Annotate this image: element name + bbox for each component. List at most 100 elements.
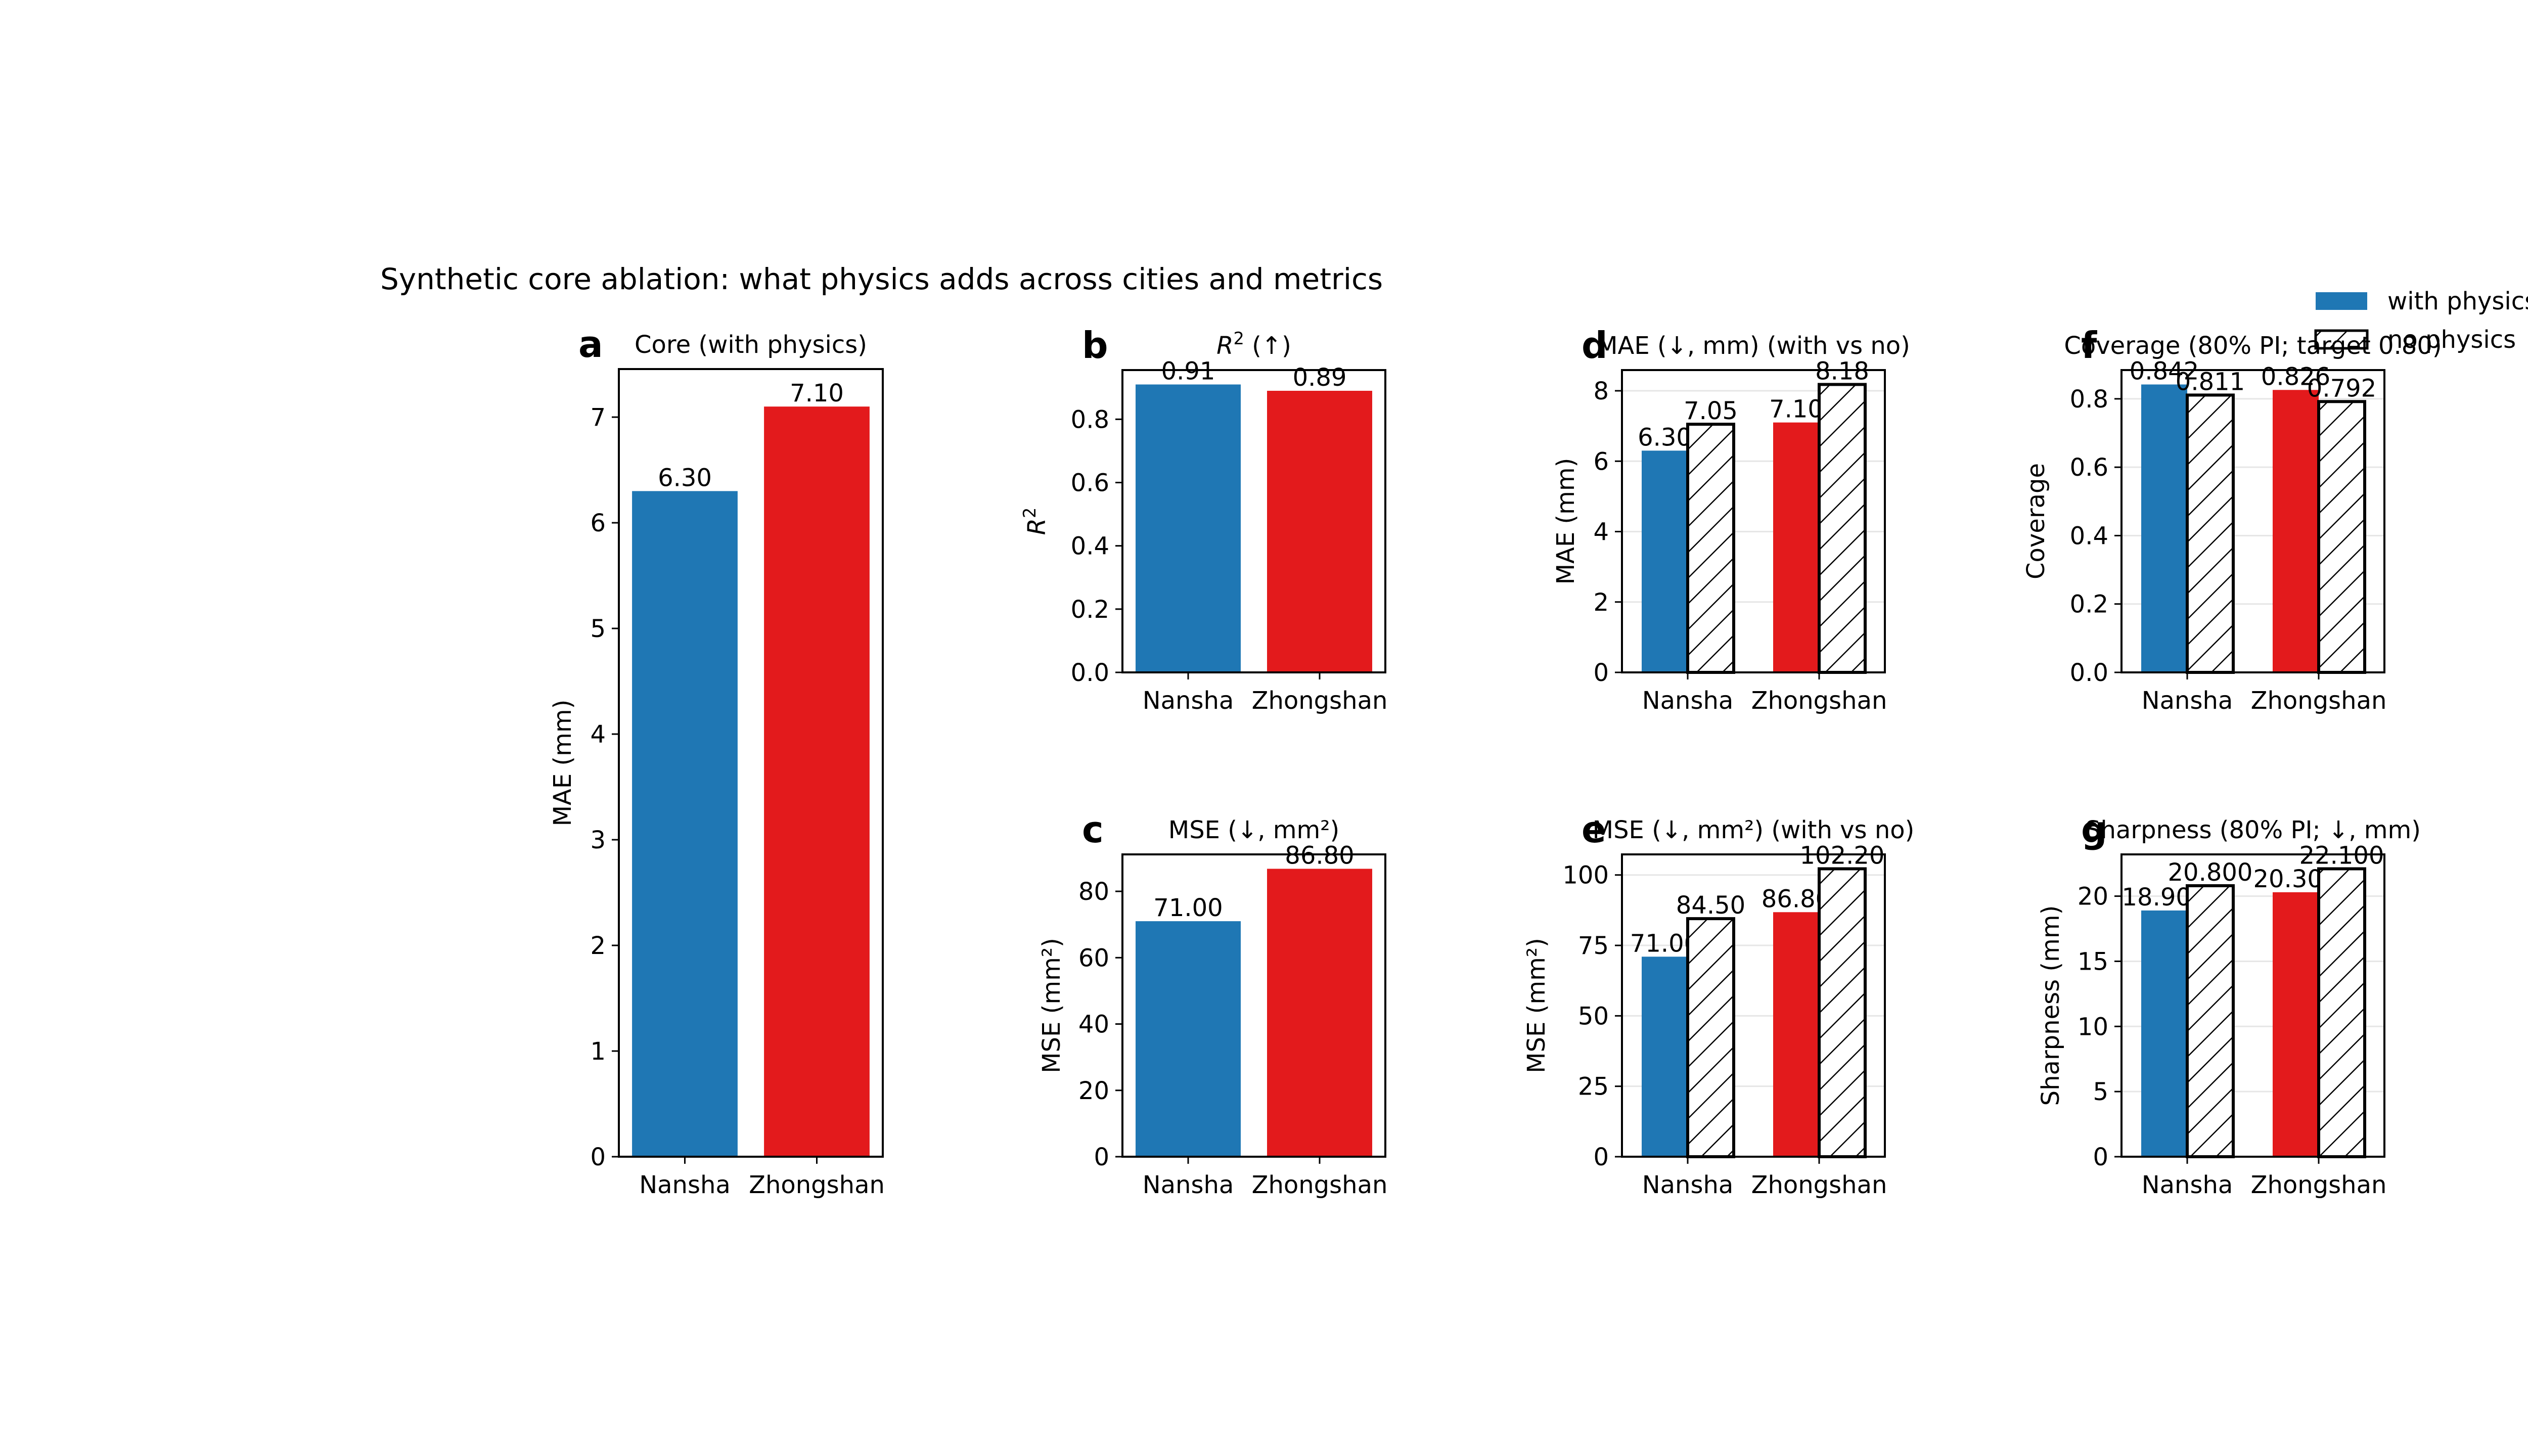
y-tick-label: 0 — [1593, 1143, 1609, 1171]
bar-zhongshan-with-physics — [1267, 869, 1372, 1157]
y-tick-label: 7 — [590, 403, 606, 432]
panel-label: e — [1582, 808, 1606, 851]
x-tick-label: Zhongshan — [1751, 1171, 1887, 1199]
x-tick-label: Zhongshan — [1751, 687, 1887, 715]
panel-label: a — [578, 323, 603, 366]
panel-label: f — [2081, 324, 2097, 367]
y-tick-label: 0 — [590, 1143, 606, 1171]
bar-nansha-with-physics — [2141, 910, 2187, 1157]
y-tick-label: 0.4 — [2070, 522, 2108, 550]
y-tick-label: 80 — [1078, 878, 1109, 906]
panel-c: 71.00 86.80 0 20 40 60 80 Nansha Zhongshan MSE (m… — [1037, 808, 1387, 1199]
x-tick-label: Nansha — [2142, 687, 2233, 715]
x-tick-label: Nansha — [1642, 1171, 1734, 1199]
y-axis-label: MSE (mm²) — [1037, 938, 1066, 1073]
axes-frame — [1121, 369, 1386, 673]
y-tick-label: 4 — [1593, 518, 1609, 547]
bar-value-label: 6.30 — [1638, 423, 1692, 451]
bar-value-label: 7.10 — [790, 379, 844, 407]
y-tick-label: 0.2 — [2070, 590, 2108, 619]
bar-zhongshan-with-physics — [2273, 390, 2319, 672]
panel-title: Sharpness (80% PI; ↓, mm) — [2085, 816, 2421, 844]
y-tick-label: 75 — [1578, 932, 1609, 960]
bar-value-label: 22.100 — [2299, 841, 2384, 870]
y-tick-label: 25 — [1578, 1073, 1609, 1101]
panel-title: MAE (↓, mm) (with vs no) — [1597, 332, 1910, 360]
bar-value-label: 0.89 — [1293, 363, 1347, 392]
bar-nansha-no-physics — [2186, 393, 2235, 674]
y-tick-label: 0.8 — [1071, 405, 1109, 434]
panel-a: 6.30 7.10 0 1 2 3 4 5 6 7 Nansha Zhongshan MAE (mm) C… — [549, 323, 885, 1199]
y-tick-label: 5 — [590, 615, 606, 643]
y-tick-label: 0.6 — [1071, 469, 1109, 497]
bar-zhongshan-no-physics — [1818, 867, 1867, 1158]
y-tick-label: 40 — [1078, 1011, 1109, 1039]
x-tick-label: Nansha — [1143, 1171, 1234, 1199]
y-tick-label: 0.4 — [1071, 532, 1109, 561]
panel-title: R2 (↑) — [1216, 329, 1291, 360]
bar-zhongshan-with-physics — [1267, 390, 1372, 672]
figure-title: Synthetic core ablation: what physics ad… — [380, 262, 1383, 296]
y-axis-label: MSE (mm²) — [1522, 938, 1551, 1073]
panel-title: MSE (↓, mm²) (with vs no) — [1593, 816, 1915, 844]
bar-nansha-no-physics — [1686, 917, 1735, 1159]
panel-label: g — [2081, 808, 2107, 851]
y-tick-label: 2 — [1593, 588, 1609, 617]
axes-frame — [1621, 853, 1886, 1158]
y-axis-label: MAE (mm) — [549, 700, 577, 827]
x-tick-label: Zhongshan — [1252, 1171, 1388, 1199]
legend-label-with-physics: with physics — [2387, 287, 2528, 315]
legend-swatch-with-physics — [2316, 292, 2367, 310]
bar-value-label: 0.826 — [2261, 362, 2330, 391]
bar-value-label: 0.91 — [1161, 357, 1215, 385]
panel-label: b — [1082, 324, 1108, 367]
y-tick-label: 50 — [1578, 1002, 1609, 1030]
bar-zhongshan-no-physics — [2317, 867, 2366, 1158]
bar-zhongshan-with-physics — [1773, 422, 1819, 672]
y-tick-label: 5 — [2093, 1078, 2108, 1106]
bar-value-label: 84.50 — [1676, 891, 1745, 920]
bar-zhongshan-with-physics — [764, 406, 870, 1157]
axes-frame — [2120, 369, 2385, 673]
bar-nansha-with-physics — [632, 491, 738, 1157]
bar-nansha-no-physics — [1686, 423, 1735, 674]
x-tick-label: Zhongshan — [1252, 687, 1388, 715]
x-tick-label: Nansha — [2142, 1171, 2233, 1199]
y-tick-label: 4 — [590, 720, 606, 749]
bar-zhongshan-with-physics — [1773, 912, 1819, 1157]
axes-frame — [618, 368, 884, 1158]
bar-value-label: 86.80 — [1285, 841, 1354, 870]
panel-label: c — [1082, 808, 1104, 851]
legend-label-no-physics: no physics — [2387, 326, 2516, 354]
bar-nansha-with-physics — [1136, 384, 1241, 672]
bar-value-label: 0.811 — [2176, 368, 2245, 396]
bar-value-label: 71.00 — [1153, 894, 1223, 922]
y-tick-label: 10 — [2078, 1013, 2108, 1041]
y-tick-label: 0.0 — [1071, 659, 1109, 687]
bar-value-label: 6.30 — [658, 464, 712, 492]
x-tick-label: Zhongshan — [2251, 1171, 2387, 1199]
bar-nansha-no-physics — [2186, 884, 2235, 1158]
panel-title: Coverage (80% PI; target 0.80) — [2064, 332, 2442, 360]
x-tick-label: Zhongshan — [749, 1171, 885, 1199]
bar-value-label: 0.842 — [2130, 357, 2199, 385]
y-tick-label: 0.0 — [2070, 659, 2108, 687]
panel-title: Core (with physics) — [635, 331, 867, 359]
y-axis-label: Sharpness (mm) — [2037, 905, 2065, 1106]
bar-value-label: 7.10 — [1769, 395, 1823, 424]
y-tick-label: 60 — [1078, 944, 1109, 972]
bar-zhongshan-no-physics — [1818, 383, 1867, 674]
bar-nansha-with-physics — [1642, 450, 1688, 672]
y-tick-label: 1 — [590, 1037, 606, 1066]
axes-frame — [2120, 853, 2385, 1158]
y-tick-label: 0 — [1593, 659, 1609, 687]
panel-label: d — [1582, 324, 1608, 367]
y-tick-label: 3 — [590, 826, 606, 854]
y-axis-label: Coverage — [2022, 463, 2050, 579]
bar-value-label: 102.20 — [1800, 841, 1885, 870]
x-tick-label: Nansha — [1642, 687, 1734, 715]
y-tick-label: 2 — [590, 932, 606, 960]
bar-nansha-with-physics — [2141, 384, 2187, 672]
bar-value-label: 7.05 — [1684, 397, 1738, 425]
y-tick-label: 15 — [2078, 947, 2108, 976]
